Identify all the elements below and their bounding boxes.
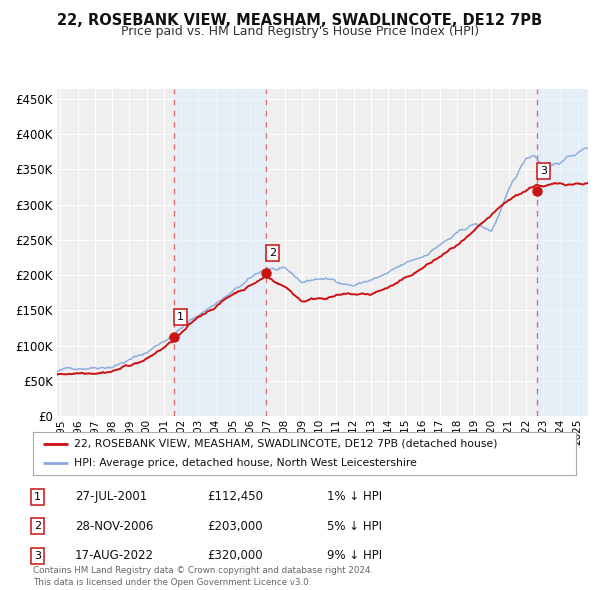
Text: 1: 1 — [177, 312, 184, 322]
Text: £320,000: £320,000 — [207, 549, 263, 562]
Text: 17-AUG-2022: 17-AUG-2022 — [75, 549, 154, 562]
Text: 3: 3 — [540, 166, 547, 176]
Text: Price paid vs. HM Land Registry's House Price Index (HPI): Price paid vs. HM Land Registry's House … — [121, 25, 479, 38]
Text: 22, ROSEBANK VIEW, MEASHAM, SWADLINCOTE, DE12 7PB (detached house): 22, ROSEBANK VIEW, MEASHAM, SWADLINCOTE,… — [74, 438, 497, 448]
Text: 22, ROSEBANK VIEW, MEASHAM, SWADLINCOTE, DE12 7PB: 22, ROSEBANK VIEW, MEASHAM, SWADLINCOTE,… — [58, 13, 542, 28]
Text: 1% ↓ HPI: 1% ↓ HPI — [327, 490, 382, 503]
Text: 9% ↓ HPI: 9% ↓ HPI — [327, 549, 382, 562]
Text: 2: 2 — [269, 248, 276, 258]
Text: £203,000: £203,000 — [207, 520, 263, 533]
Text: 5% ↓ HPI: 5% ↓ HPI — [327, 520, 382, 533]
Text: 28-NOV-2006: 28-NOV-2006 — [75, 520, 154, 533]
Text: 2: 2 — [34, 522, 41, 531]
Text: HPI: Average price, detached house, North West Leicestershire: HPI: Average price, detached house, Nort… — [74, 458, 416, 468]
Bar — [174, 88, 266, 416]
Text: 1: 1 — [34, 492, 41, 502]
Text: £112,450: £112,450 — [207, 490, 263, 503]
Bar — [537, 88, 588, 416]
Text: 3: 3 — [34, 551, 41, 560]
Text: 27-JUL-2001: 27-JUL-2001 — [75, 490, 147, 503]
Text: Contains HM Land Registry data © Crown copyright and database right 2024.
This d: Contains HM Land Registry data © Crown c… — [33, 566, 373, 587]
